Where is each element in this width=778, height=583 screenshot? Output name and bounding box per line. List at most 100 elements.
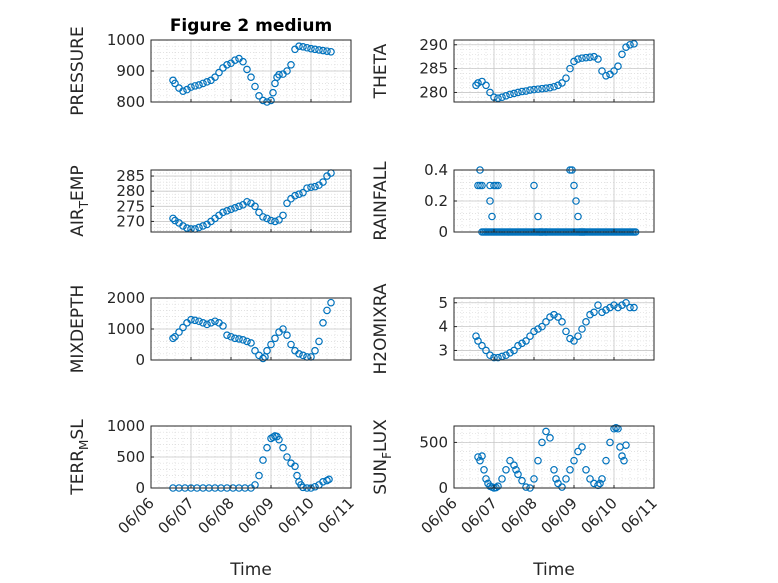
- data-point: [303, 43, 311, 52]
- data-point: [243, 197, 251, 206]
- data-point: [518, 87, 526, 96]
- data-point: [259, 354, 267, 363]
- data-point: [546, 83, 554, 92]
- x-tick-label: 06/07: [155, 494, 198, 537]
- data-point: [231, 204, 239, 212]
- y-tick-label: 1000: [107, 320, 145, 338]
- data-point: [602, 71, 610, 80]
- y-tick-label: 500: [116, 448, 145, 466]
- y-tick-label: 800: [116, 93, 145, 111]
- data-point: [275, 216, 283, 224]
- data-point: [283, 331, 291, 340]
- data-point: [530, 475, 538, 483]
- data-point: [562, 327, 570, 336]
- data-point: [538, 438, 546, 447]
- y-tick-label: 0: [438, 479, 448, 497]
- data-point: [498, 93, 506, 102]
- x-tick-label: 06/10: [578, 494, 621, 537]
- y-tick-label: 1000: [107, 417, 145, 435]
- data-point: [506, 90, 514, 99]
- y-tick-label: 5: [438, 294, 448, 312]
- chart-title: Figure 2 medium: [170, 16, 332, 36]
- data-point: [315, 337, 323, 346]
- data-point: [578, 54, 586, 62]
- data-point: [191, 82, 199, 90]
- data-point: [590, 308, 598, 317]
- data-point: [227, 332, 235, 341]
- data-point: [327, 298, 335, 307]
- y-axis-label: THETA: [371, 43, 391, 99]
- data-point: [522, 87, 530, 95]
- data-point: [626, 40, 634, 49]
- data-point: [594, 301, 602, 309]
- data-point: [243, 337, 251, 346]
- data-point: [546, 434, 554, 442]
- data-point: [299, 188, 307, 197]
- data-point: [283, 67, 291, 75]
- data-point: [578, 443, 586, 451]
- data-point: [618, 50, 626, 59]
- data-point: [590, 52, 598, 61]
- data-point: [287, 61, 295, 69]
- data-point: [582, 318, 590, 326]
- data-point: [488, 212, 496, 221]
- data-point: [311, 182, 319, 191]
- data-point: [486, 197, 494, 205]
- x-tick-label: 06/10: [275, 494, 318, 537]
- data-point: [311, 482, 319, 491]
- data-point: [598, 67, 606, 75]
- data-point: [183, 224, 191, 232]
- data-point: [506, 456, 514, 465]
- data-point: [558, 79, 566, 87]
- data-point: [502, 92, 510, 100]
- data-point: [275, 70, 283, 79]
- data-point: [311, 45, 319, 54]
- data-point: [482, 475, 490, 483]
- data-point: [506, 349, 514, 357]
- data-point: [171, 332, 179, 341]
- y-tick-label: 3: [438, 341, 448, 359]
- data-point: [223, 331, 231, 340]
- data-point: [169, 334, 177, 343]
- data-point: [622, 298, 630, 307]
- x-tick-label: 06/09: [538, 494, 581, 537]
- data-point: [251, 82, 259, 91]
- data-point: [572, 197, 580, 205]
- series-markers: [472, 298, 638, 362]
- data-point: [267, 216, 275, 225]
- y-tick-label: 285: [116, 167, 145, 185]
- data-point: [187, 315, 195, 324]
- data-point: [323, 306, 331, 315]
- data-point: [586, 53, 594, 61]
- data-point: [566, 64, 574, 73]
- data-point: [610, 301, 618, 309]
- data-point: [538, 84, 546, 93]
- data-point: [283, 453, 291, 461]
- data-point: [307, 183, 315, 192]
- data-point: [478, 452, 486, 460]
- data-point: [570, 337, 578, 345]
- data-point: [518, 476, 526, 485]
- data-point: [542, 427, 550, 436]
- data-point: [578, 325, 586, 333]
- data-point: [295, 349, 303, 358]
- data-point: [570, 456, 578, 465]
- data-point: [598, 475, 606, 483]
- data-point: [207, 318, 215, 327]
- data-point: [291, 462, 299, 471]
- data-point: [199, 318, 207, 327]
- data-point: [299, 351, 307, 360]
- data-point: [219, 208, 227, 217]
- axes-box: [453, 39, 655, 103]
- y-tick-label: 900: [116, 62, 145, 80]
- data-point: [574, 55, 582, 63]
- data-point: [215, 68, 223, 77]
- data-point: [263, 346, 271, 355]
- data-point: [550, 465, 558, 474]
- y-tick-label: 290: [419, 36, 448, 54]
- data-point: [510, 461, 518, 470]
- grid: [453, 426, 655, 489]
- series-markers: [169, 169, 335, 233]
- data-point: [582, 53, 590, 62]
- x-axis-label: Time: [532, 560, 575, 580]
